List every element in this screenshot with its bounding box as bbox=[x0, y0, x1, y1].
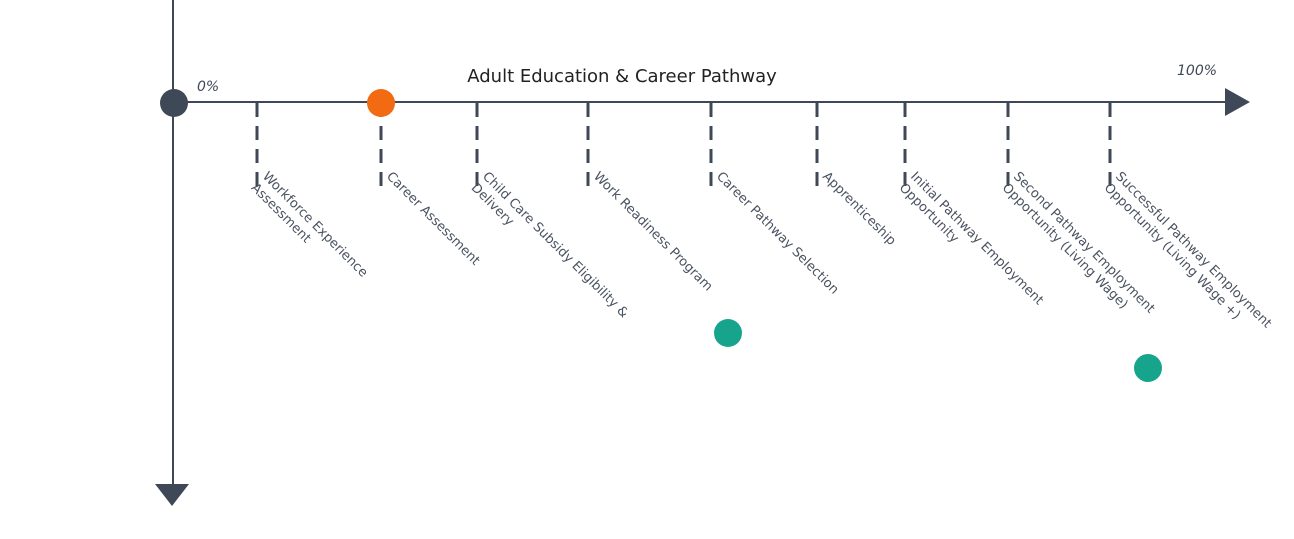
label-line: Apprenticeship bbox=[819, 169, 899, 249]
label-line: Career Pathway Selection bbox=[713, 169, 841, 297]
label-line: Successful Pathway Employment bbox=[1112, 169, 1274, 331]
milestones: Workforce ExperienceAssessment Career Ass… bbox=[248, 103, 1274, 342]
end-label: 100% bbox=[1177, 63, 1217, 79]
milestone-label: Career Pathway Selection bbox=[713, 169, 841, 297]
start-label: 0% bbox=[197, 79, 219, 95]
down-arrow bbox=[155, 484, 189, 506]
title: Adult Education & Career Pathway bbox=[467, 66, 777, 87]
right-arrow bbox=[1225, 88, 1250, 116]
marker-dot bbox=[1134, 354, 1162, 382]
milestone-label: Career Assessment bbox=[383, 169, 482, 268]
milestone-label: Workforce ExperienceAssessment bbox=[248, 169, 371, 292]
current-dot bbox=[367, 89, 395, 117]
milestone-label: Apprenticeship bbox=[819, 169, 899, 249]
label-line: Work Readiness Program bbox=[590, 169, 715, 294]
label-line: Workforce Experience bbox=[259, 169, 370, 280]
marker-dot bbox=[714, 319, 742, 347]
milestone-label: Successful Pathway EmploymentOpportunity… bbox=[1101, 169, 1274, 342]
label-line: Career Assessment bbox=[383, 169, 482, 268]
start-dot bbox=[160, 89, 188, 117]
milestone-label: Work Readiness Program bbox=[590, 169, 715, 294]
